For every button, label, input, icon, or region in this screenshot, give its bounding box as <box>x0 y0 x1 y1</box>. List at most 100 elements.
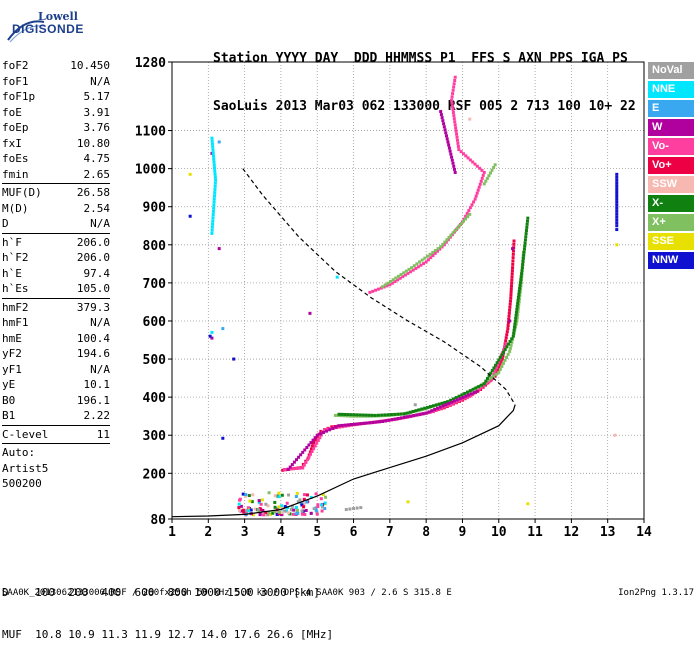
trace-point <box>442 125 446 129</box>
trace-point <box>312 441 316 445</box>
trace-point <box>413 403 417 407</box>
trace-point <box>615 184 619 188</box>
sporadic-e-mark <box>268 512 272 516</box>
param-value: 26.58 <box>76 186 110 199</box>
trace-point <box>465 390 469 394</box>
trace-point <box>509 293 513 297</box>
trace-point <box>365 421 369 425</box>
trace-point <box>290 463 294 467</box>
sporadic-e-mark <box>237 502 241 506</box>
file-status-line: SAA0K_2013062133000.RSF / 260fx256h 50 k… <box>2 588 452 598</box>
trace-point <box>457 148 461 152</box>
param-row: h`F2 206.0 <box>2 250 110 266</box>
trace-point <box>442 122 446 126</box>
param-row: foEp 3.76 <box>2 120 110 136</box>
trace-point <box>615 218 619 222</box>
sporadic-e-mark <box>320 505 324 509</box>
trace-point <box>500 357 504 361</box>
sporadic-e-mark <box>251 513 255 517</box>
trace-point <box>420 258 424 262</box>
trace-point <box>213 169 217 173</box>
sporadic-e-mark <box>294 505 298 509</box>
autoscale-info: Auto: <box>2 446 36 459</box>
trace-point <box>368 290 372 294</box>
trace-point <box>411 268 415 272</box>
trace-point <box>401 275 405 279</box>
trace-point <box>462 217 466 221</box>
trace-point <box>489 376 493 380</box>
sporadic-e-mark <box>301 506 305 510</box>
trace-point <box>349 422 353 426</box>
trace-point <box>474 194 478 198</box>
trace-point <box>511 247 515 251</box>
trace-point <box>431 254 435 258</box>
y-tick-label: 200 <box>143 467 167 482</box>
sporadic-e-mark <box>287 493 291 497</box>
trace-point <box>409 414 413 418</box>
trace-point <box>359 422 363 426</box>
trace-point <box>615 175 619 179</box>
trace-point <box>449 233 453 237</box>
trace-point <box>453 75 457 79</box>
trace-point <box>506 342 510 346</box>
trace-point <box>468 117 472 121</box>
trace-point <box>418 412 422 416</box>
trace-point <box>454 126 458 130</box>
trace-point <box>326 427 330 431</box>
sporadic-e-mark <box>256 508 260 512</box>
param-row: foE 3.91 <box>2 105 110 121</box>
trace-point <box>454 396 458 400</box>
trace-point <box>340 423 344 427</box>
sporadic-e-mark <box>302 505 306 509</box>
trace-point <box>430 409 434 413</box>
trace-point <box>516 295 520 299</box>
trace-point <box>374 288 378 292</box>
trace-point <box>214 178 218 182</box>
trace-point <box>508 346 512 350</box>
trace-point <box>213 166 217 170</box>
trace-point <box>508 349 512 353</box>
sporadic-e-mark <box>250 500 254 504</box>
trace-point <box>615 200 619 204</box>
trace-point <box>393 280 397 284</box>
x-tick-label: 12 <box>564 525 580 540</box>
trace-point <box>482 383 486 387</box>
trace-point <box>492 366 496 370</box>
trace-point <box>426 405 430 409</box>
trace-point <box>461 152 465 156</box>
trace-point <box>487 374 491 378</box>
trace-point <box>319 429 323 433</box>
param-value: 10.450 <box>70 59 110 72</box>
trace-point <box>615 190 619 194</box>
x-tick-label: 2 <box>204 525 212 540</box>
param-key: h`Es <box>2 282 29 295</box>
param-row: B1 2.22 <box>2 408 110 424</box>
trace-point <box>355 506 359 510</box>
trace-point <box>308 311 312 315</box>
trace-point <box>510 272 514 276</box>
param-row: fmin 2.65 <box>2 167 110 183</box>
x-tick-label: 10 <box>491 525 507 540</box>
x-tick-label: 4 <box>277 525 285 540</box>
trace-point <box>450 155 454 159</box>
trace-point <box>450 158 454 162</box>
sporadic-e-mark <box>290 508 294 512</box>
param-key: foF1p <box>2 90 36 103</box>
sporadic-e-mark <box>277 491 281 495</box>
param-key: C-level <box>2 427 49 441</box>
param-value: N/A <box>90 74 110 88</box>
trace-point <box>472 391 476 395</box>
trace-point <box>466 215 470 219</box>
param-row: foF1 N/A <box>2 74 110 90</box>
trace-point <box>485 377 489 381</box>
legend-item: NoVal <box>648 62 694 79</box>
sporadic-e-mark <box>273 505 277 509</box>
trace-point <box>380 413 384 417</box>
trace-point <box>517 289 521 293</box>
plot-grid <box>172 62 644 519</box>
sporadic-e-mark <box>304 508 308 512</box>
trace-point <box>520 266 524 270</box>
trace-point <box>398 276 402 280</box>
sporadic-e-mark <box>295 491 299 495</box>
trace-point <box>387 418 391 422</box>
